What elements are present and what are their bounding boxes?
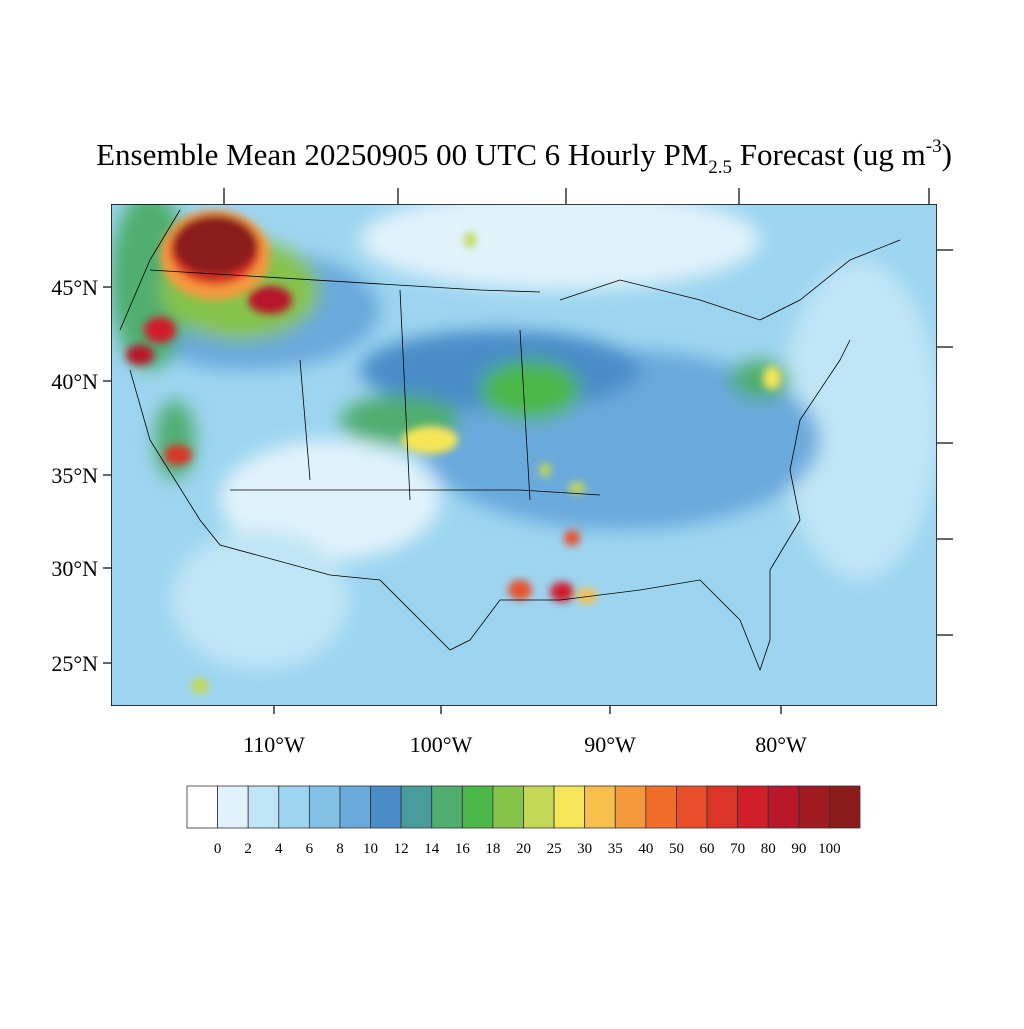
colorbar-box [523, 785, 555, 829]
colorbar-label: 2 [244, 841, 252, 857]
colorbar-label: 18 [485, 841, 500, 857]
map-field [111, 204, 937, 706]
lon-label: 90°W [584, 732, 636, 757]
lat-label: 45°N [51, 275, 98, 300]
lon-label: 100°W [410, 732, 473, 757]
title-end: ) [942, 137, 952, 172]
colorbar-box [461, 785, 494, 829]
colorbar-box [645, 785, 677, 829]
lat-label: 35°N [51, 463, 98, 488]
colorbar-box [339, 785, 371, 829]
lat-label: 25°N [51, 651, 98, 676]
colorbar-box [492, 785, 524, 829]
map-axes [103, 188, 953, 714]
colorbar-label: 90 [791, 841, 806, 857]
lat-label: 30°N [51, 556, 98, 581]
colorbar-box [247, 785, 280, 829]
title-middle: Forecast (ug m [732, 137, 926, 172]
colorbar-label: 20 [516, 841, 531, 857]
colorbar-label: 4 [275, 841, 283, 857]
colorbar-label: 35 [608, 841, 623, 857]
colorbar-box [431, 785, 463, 829]
colorbar-box [400, 785, 433, 829]
title-subscript: 2.5 [708, 157, 732, 178]
colorbar-label: 70 [730, 841, 745, 857]
colorbar-box [278, 785, 310, 829]
lon-label: 80°W [755, 732, 807, 757]
colorbar-box [798, 785, 830, 829]
colorbar-label: 30 [577, 841, 592, 857]
lat-label: 40°N [51, 369, 98, 394]
colorbar-label: 0 [214, 841, 222, 857]
colorbar-box [829, 785, 861, 829]
colorbar-box [614, 785, 647, 829]
colorbar-box [217, 785, 249, 829]
colorbar-box [553, 785, 586, 829]
colorbar-label: 16 [455, 841, 471, 857]
colorbar-box [676, 785, 708, 829]
colorbar-label: 50 [669, 841, 684, 857]
colorbar-box [186, 785, 218, 829]
colorbar-box [308, 785, 341, 829]
colorbar-label: 80 [761, 841, 776, 857]
colorbar-label: 25 [547, 841, 562, 857]
title: Ensemble Mean 20250905 00 UTC 6 Hourly P… [96, 136, 952, 178]
colorbar-label: 14 [424, 841, 440, 857]
colorbar-box [370, 785, 402, 829]
colorbar-label: 8 [336, 841, 344, 857]
colorbar-label: 60 [700, 841, 715, 857]
title-main: Ensemble Mean 20250905 00 UTC 6 Hourly P… [96, 137, 708, 172]
colorbar-label: 6 [306, 841, 314, 857]
lon-label: 110°W [243, 732, 305, 757]
colorbar-label: 40 [638, 841, 653, 857]
colorbar-box [584, 785, 616, 829]
colorbar-label: 100 [818, 841, 841, 857]
colorbar-box [737, 785, 769, 829]
colorbar-box [706, 785, 739, 829]
title-superscript: -3 [926, 136, 942, 157]
colorbar-label: 10 [363, 841, 378, 857]
colorbar-box [767, 785, 800, 829]
colorbar-label: 12 [394, 841, 409, 857]
